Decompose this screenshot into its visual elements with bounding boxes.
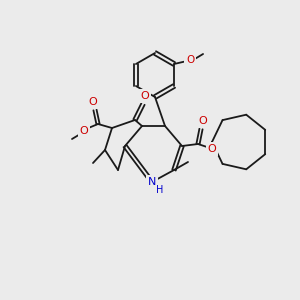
Text: O: O <box>141 91 149 101</box>
Text: O: O <box>186 55 194 65</box>
Text: O: O <box>199 116 207 126</box>
Text: O: O <box>208 144 216 154</box>
Text: N: N <box>148 177 156 187</box>
Text: O: O <box>80 126 88 136</box>
Text: O: O <box>88 97 98 107</box>
Text: H: H <box>156 185 164 195</box>
